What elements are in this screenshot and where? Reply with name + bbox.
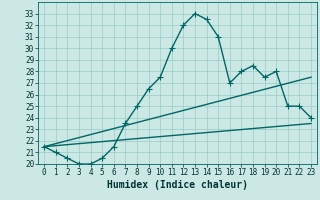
X-axis label: Humidex (Indice chaleur): Humidex (Indice chaleur) [107,180,248,190]
